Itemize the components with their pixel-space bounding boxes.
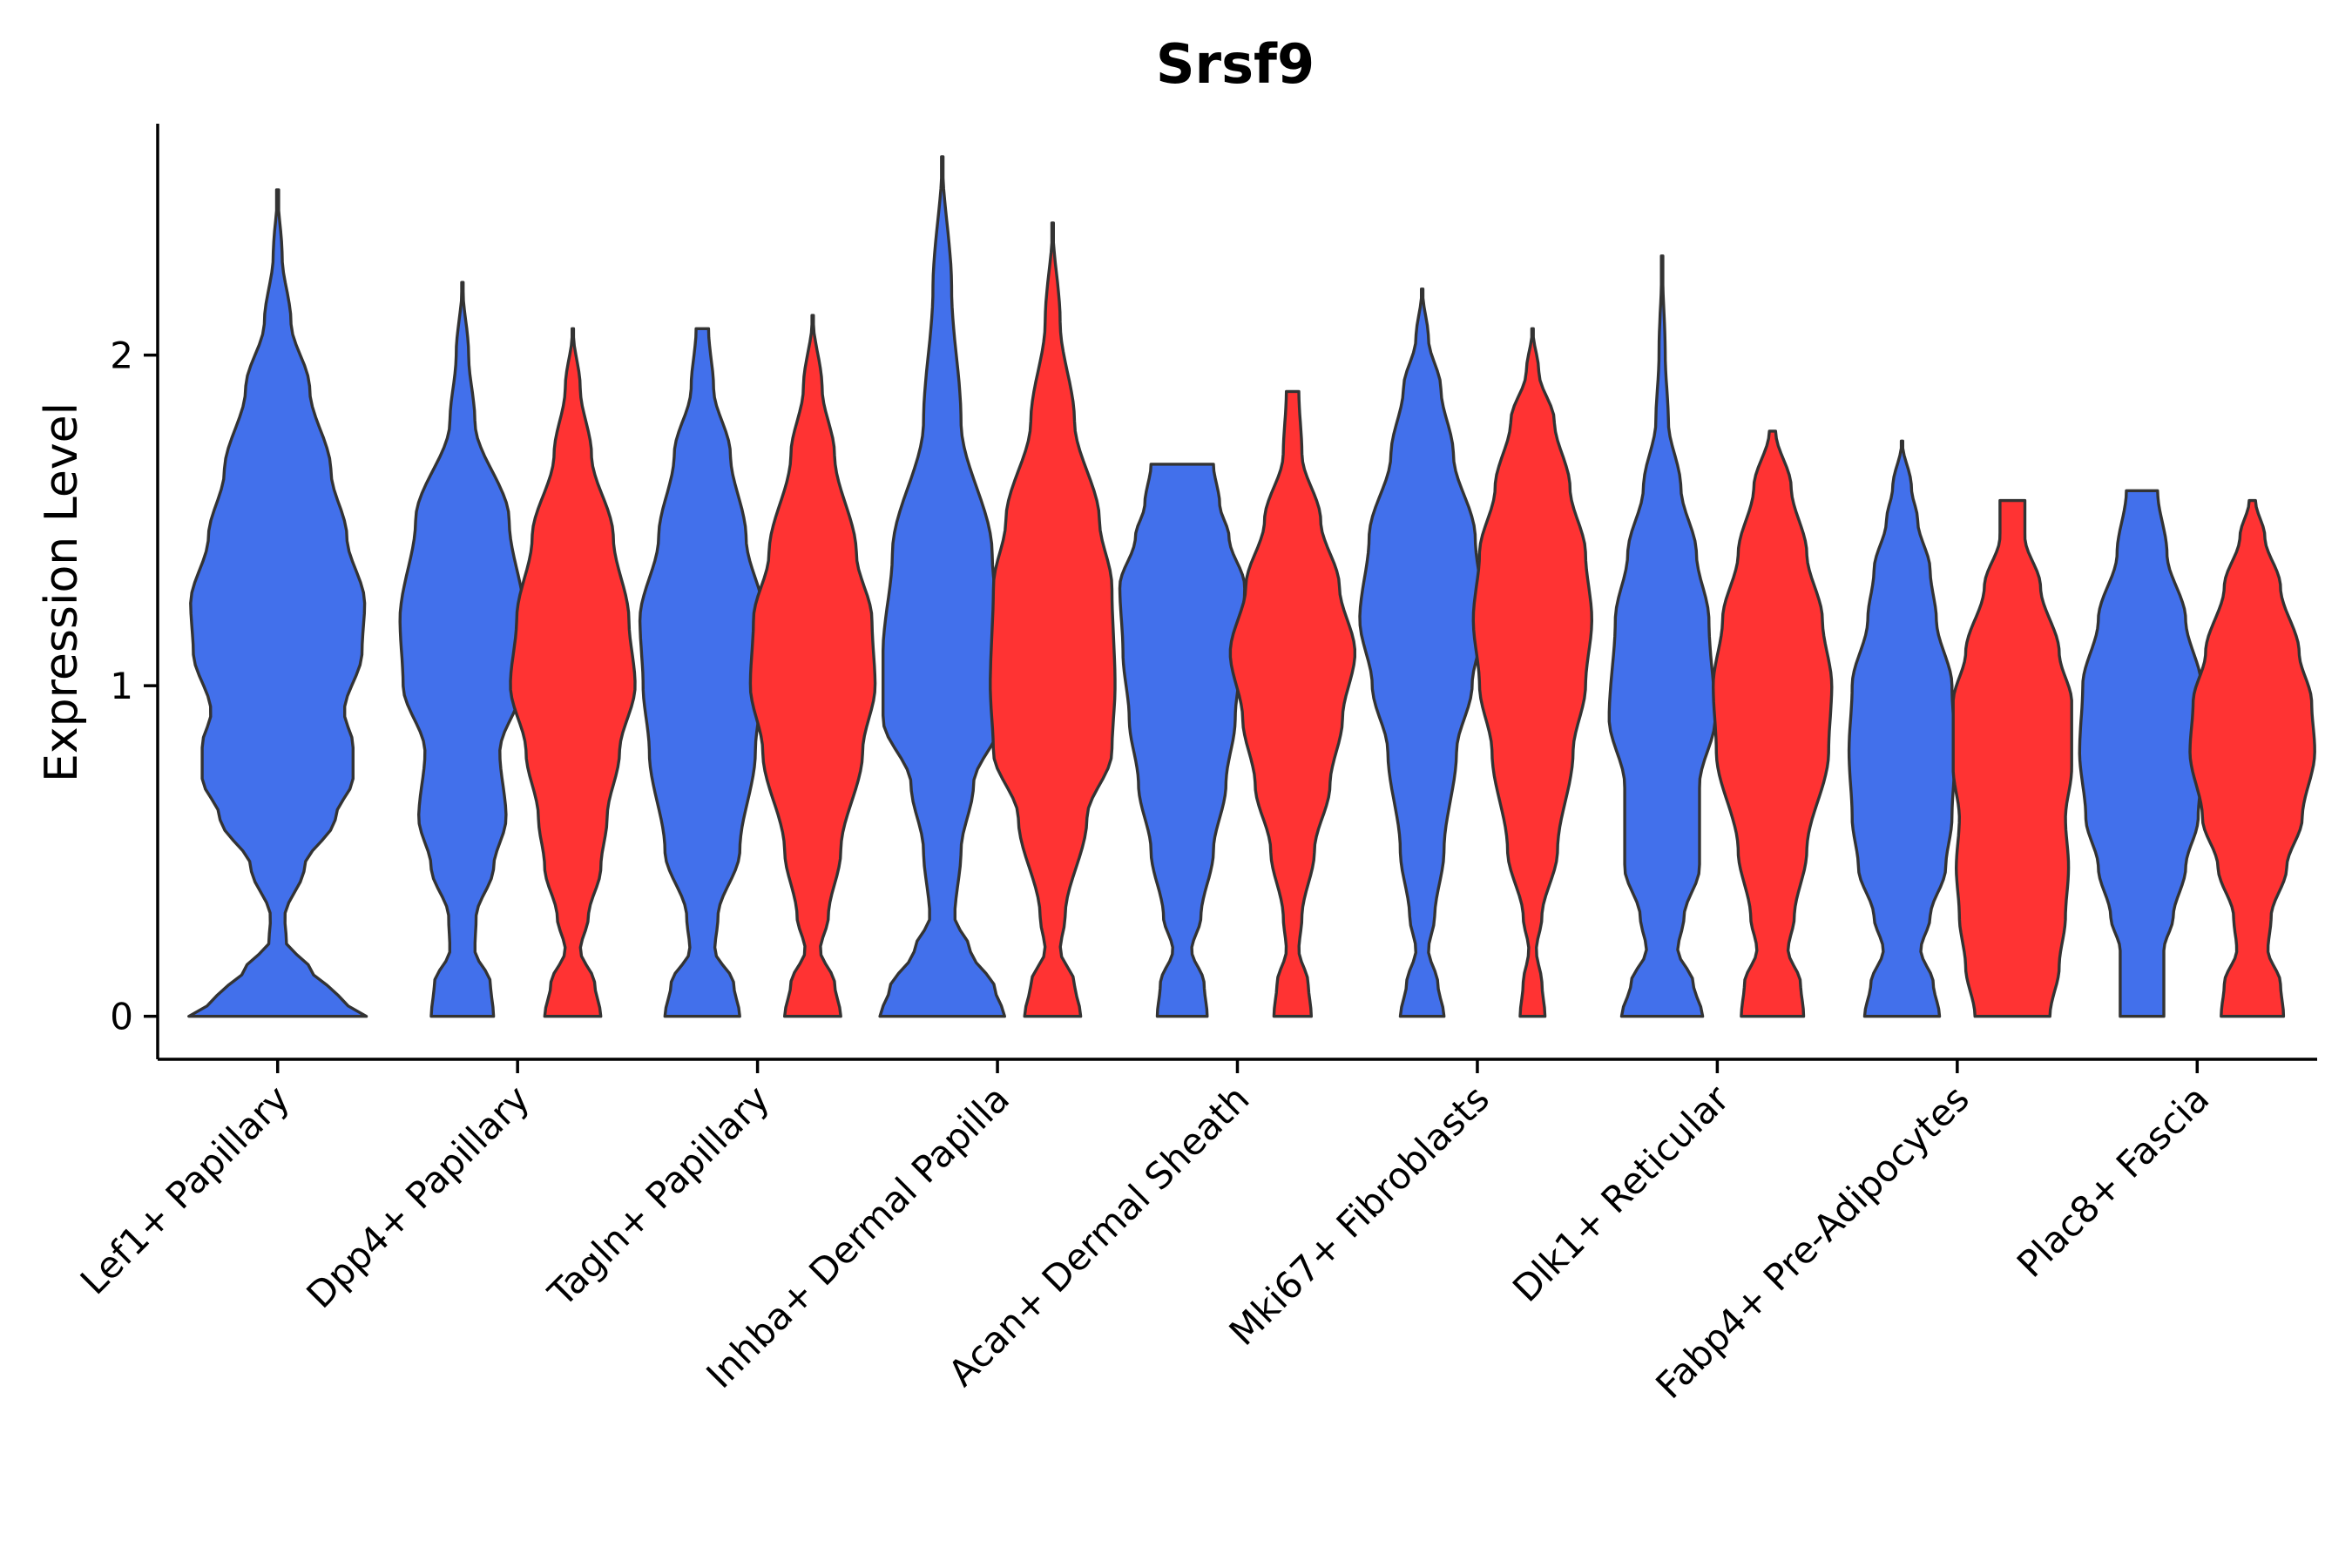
y-tick-label: 1: [110, 665, 133, 707]
violin-1-0: [398, 280, 527, 1018]
violin-0-0: [187, 188, 368, 1018]
violin-7-0: [1847, 439, 1957, 1018]
x-tick-label: Plac8+ Fascia: [2009, 1077, 2217, 1285]
violin-5-0: [1358, 287, 1486, 1018]
y-ticks: 0 1 2: [110, 335, 158, 1038]
x-ticks: Lef1+ Papillary Dpp4+ Papillary Tagln+ Pap…: [72, 1059, 2217, 1407]
violin-1-1: [509, 327, 637, 1018]
violin-layer: [187, 155, 2316, 1018]
chart-title: Srsf9: [1156, 32, 1315, 96]
violin-6-1: [1712, 429, 1834, 1018]
violin-6-0: [1607, 254, 1717, 1018]
violin-8-0: [2078, 489, 2207, 1018]
x-tick-label: Dpp4+ Papillary: [298, 1077, 537, 1316]
violin-2-0: [638, 327, 767, 1018]
y-tick-label: 0: [110, 996, 133, 1038]
violin-8-1: [2188, 498, 2316, 1018]
violin-7-1: [1951, 498, 2073, 1018]
violin-2-1: [748, 314, 877, 1018]
x-tick-label: Mki67+ Fibroblasts: [1221, 1077, 1497, 1353]
violin-4-0: [1118, 463, 1247, 1018]
violin-3-1: [989, 221, 1117, 1018]
y-tick-label: 2: [110, 335, 133, 377]
y-axis-label: Expression Level: [36, 402, 88, 782]
violin-3-0: [878, 155, 1006, 1018]
violin-4-1: [1228, 389, 1356, 1018]
x-tick-label: Tagln+ Papillary: [539, 1077, 777, 1315]
violin-5-1: [1471, 327, 1593, 1018]
x-tick-label: Lef1+ Papillary: [72, 1077, 298, 1302]
x-tick-label: Dlk1+ Reticular: [1504, 1077, 1738, 1310]
